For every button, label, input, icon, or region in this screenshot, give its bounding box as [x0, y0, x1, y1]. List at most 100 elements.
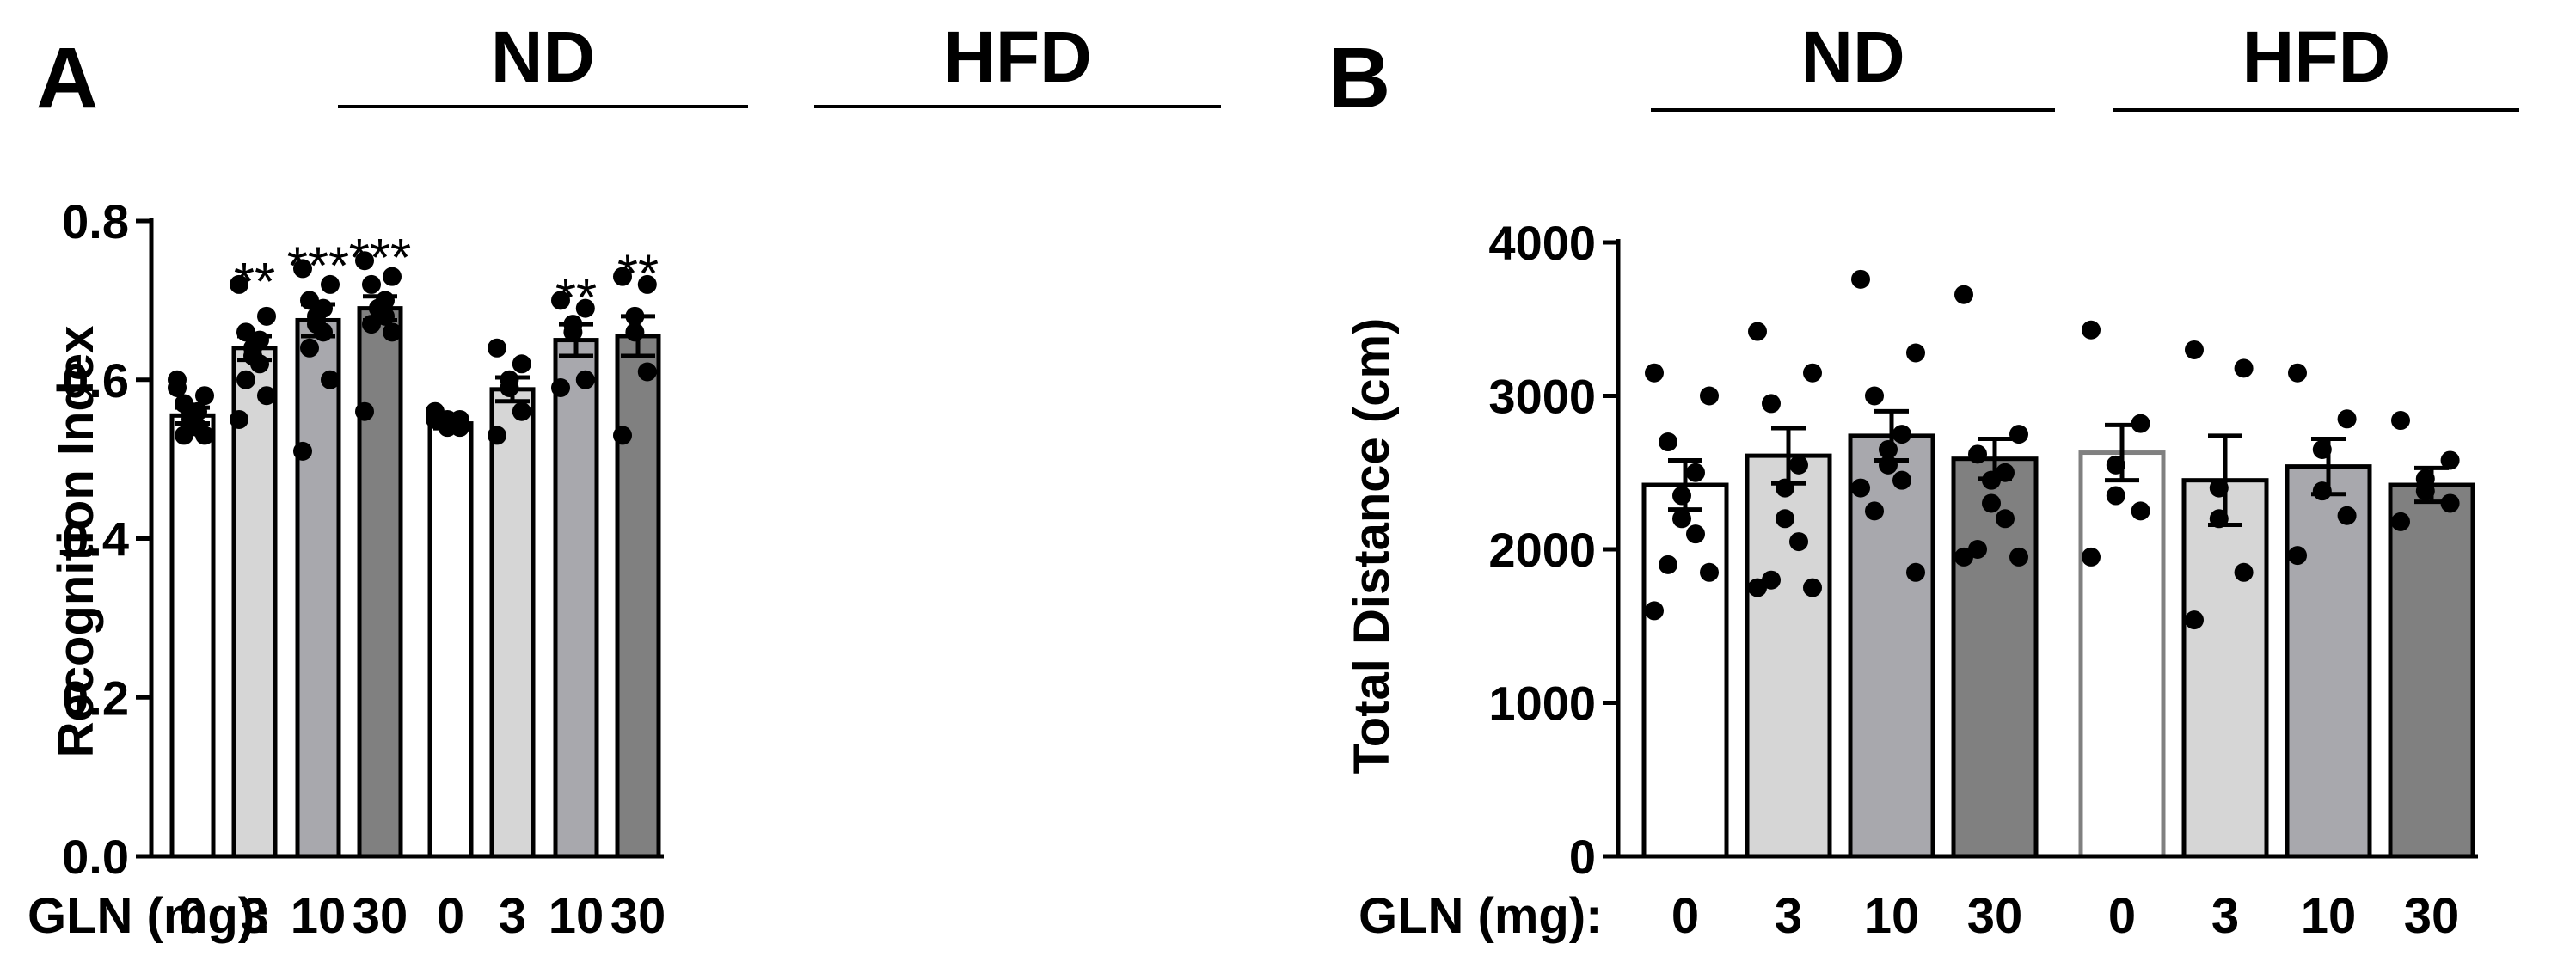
bar-4	[427, 421, 474, 859]
data-point	[175, 426, 193, 445]
group-label-hfd: HFD	[2242, 16, 2391, 97]
data-point	[2440, 493, 2460, 513]
panel-a-letter: A	[36, 30, 98, 126]
data-point	[637, 362, 657, 382]
x-tick-label: 10	[291, 888, 347, 944]
y-tick-label: 0.2	[62, 671, 129, 725]
data-point	[488, 338, 506, 358]
data-point	[1803, 363, 1822, 383]
data-point	[2440, 450, 2460, 470]
x-tick-label: 0	[437, 888, 464, 944]
data-point	[1776, 509, 1794, 529]
data-point	[1954, 285, 1973, 304]
group-label-nd: ND	[491, 16, 595, 97]
y-axis-label: Recognition Index	[48, 326, 104, 758]
panel-b-letter: B	[1328, 30, 1390, 126]
data-point	[1906, 562, 1925, 582]
x-axis-prefix: GLN (mg):	[28, 888, 272, 944]
data-point	[236, 370, 255, 389]
data-point	[1645, 363, 1664, 383]
data-point	[1686, 524, 1705, 544]
data-point	[1659, 432, 1677, 452]
x-tick-label: 10	[2301, 888, 2357, 944]
data-point	[1851, 478, 1870, 498]
y-tick-label: 3000	[1488, 370, 1596, 424]
data-point	[383, 267, 402, 286]
data-point	[362, 274, 381, 294]
bar-3	[1951, 456, 2039, 859]
data-point	[1789, 455, 1808, 475]
data-point	[488, 426, 506, 445]
panel-a: A 0.0 0.2 0.4 0.6 0.8 Recognition Index ND HFD *…	[28, 16, 1221, 944]
data-point	[355, 251, 374, 271]
data-point	[257, 386, 276, 406]
data-point	[230, 274, 248, 294]
data-point	[300, 338, 319, 358]
x-tick-label: 3	[1775, 888, 1802, 944]
bar-1	[1745, 453, 1832, 859]
data-point	[1968, 540, 1987, 559]
data-point	[1982, 493, 2001, 513]
data-point	[2131, 414, 2150, 433]
data-point	[1803, 578, 1822, 597]
y-tick-label: 0.8	[62, 194, 129, 248]
significance-label: **	[234, 253, 275, 312]
x-tick-label: 30	[1967, 888, 2023, 944]
data-point	[1700, 386, 1719, 406]
data-point	[625, 322, 645, 342]
bar-4	[2078, 450, 2166, 859]
data-point	[1659, 555, 1677, 574]
data-point	[2009, 425, 2028, 444]
data-point	[1954, 547, 1973, 567]
bar-6	[2285, 464, 2372, 859]
x-tick-label: 3	[241, 888, 268, 944]
x-tick-label: 30	[353, 888, 408, 944]
data-point	[2106, 486, 2125, 506]
x-tick-label: 0	[2108, 888, 2136, 944]
x-tick-label: 0	[1671, 888, 1699, 944]
x-tick-label: 0	[179, 888, 206, 944]
group-label-hfd: HFD	[943, 16, 1092, 97]
data-point	[1672, 486, 1691, 506]
data-point	[257, 306, 276, 326]
data-point	[2337, 409, 2357, 429]
bar-2	[1848, 433, 1935, 859]
data-point	[551, 291, 570, 310]
data-point	[2391, 411, 2410, 431]
significance-label: ***	[287, 236, 349, 296]
data-point	[1748, 322, 1767, 341]
x-axis-prefix: GLN (mg):	[1359, 888, 1603, 944]
data-point	[355, 401, 374, 421]
significance-label: **	[617, 245, 659, 304]
data-point	[1968, 444, 1987, 464]
data-point	[1672, 509, 1691, 529]
data-point	[321, 274, 340, 294]
data-point	[321, 370, 340, 389]
data-point	[293, 259, 312, 279]
data-point	[2288, 546, 2307, 566]
data-point	[1892, 425, 1911, 444]
data-point	[1892, 470, 1911, 490]
bar-3	[357, 306, 403, 859]
data-point	[1865, 386, 1884, 406]
y-tick-label: 0.6	[62, 353, 129, 407]
data-point	[512, 401, 531, 421]
x-tick-label: 10	[549, 888, 604, 944]
data-point	[230, 409, 248, 429]
data-point	[2185, 340, 2204, 359]
bar-6	[553, 338, 599, 859]
data-point	[1645, 601, 1664, 621]
data-point	[2131, 501, 2150, 521]
significance-label: ***	[349, 229, 411, 288]
data-point	[1865, 501, 1884, 521]
bar-2	[295, 317, 341, 859]
data-point	[2082, 547, 2101, 567]
y-tick-label: 4000	[1488, 216, 1596, 270]
data-point	[2082, 320, 2101, 340]
x-tick-label: 10	[1864, 888, 1920, 944]
y-tick-label: 1000	[1488, 677, 1596, 731]
data-point	[551, 377, 570, 397]
data-point	[613, 426, 632, 445]
